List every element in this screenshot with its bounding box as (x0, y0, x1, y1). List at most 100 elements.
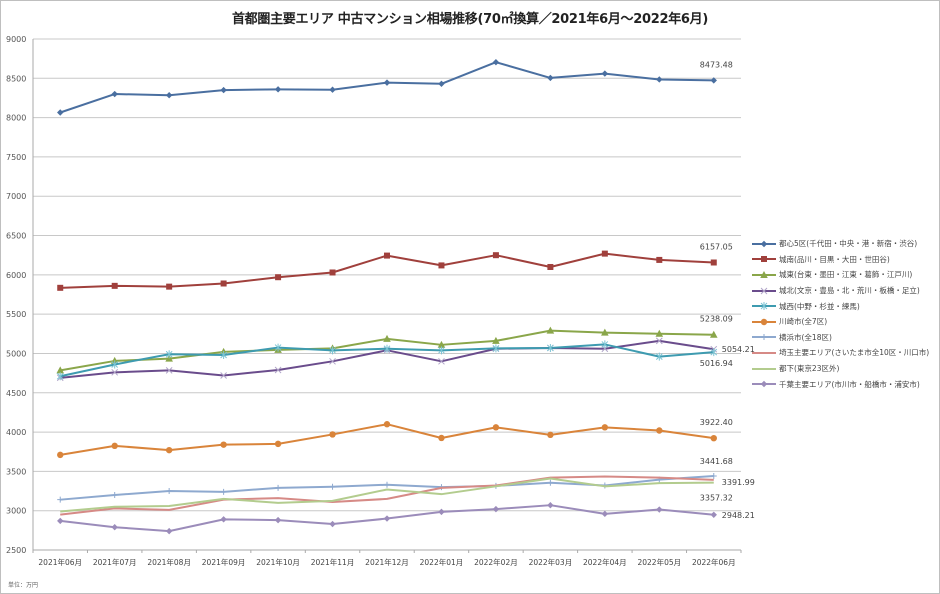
data-point (710, 472, 717, 479)
data-point (547, 479, 554, 486)
legend-swatch (752, 351, 776, 354)
series-7 (60, 475, 714, 516)
data-label: 3922.40 (700, 418, 733, 427)
data-point (166, 283, 173, 290)
series-lines (56, 58, 718, 535)
data-point (57, 284, 64, 291)
legend-item: 城西(中野・杉並・練馬) (752, 298, 929, 314)
data-point (383, 344, 391, 353)
y-tick-label: 2500 (6, 546, 26, 555)
data-point (438, 346, 445, 355)
legend-swatch (752, 334, 776, 341)
y-tick-label: 6000 (6, 271, 26, 280)
data-point (492, 336, 500, 344)
data-point (492, 424, 500, 431)
y-tick-label: 7000 (6, 192, 26, 201)
data-label: 3391.99 (722, 478, 755, 487)
data-labels: 8473.48 6157.05 5238.09 5054.21 5016.94 3922.… (700, 60, 755, 519)
data-point (760, 270, 768, 278)
data-point (57, 109, 64, 116)
x-tick-label: 2022年06月 (692, 557, 736, 567)
data-point (165, 92, 173, 99)
data-point (601, 424, 609, 431)
data-point (547, 74, 554, 82)
legend-swatch (752, 318, 776, 325)
data-point (656, 256, 663, 263)
data-point (165, 527, 173, 535)
y-tick-label: 4000 (6, 428, 26, 437)
legend-label: 城南(品川・目黒・大田・世田谷) (779, 254, 890, 264)
data-label: 3357.32 (700, 494, 733, 503)
data-point (492, 58, 500, 66)
data-label: 5238.09 (700, 315, 733, 324)
data-point (56, 366, 65, 374)
data-point (220, 372, 227, 379)
x-tick-label: 2021年06月 (38, 557, 82, 567)
gridlines (33, 38, 741, 512)
series-line (59, 61, 714, 114)
data-point (710, 348, 718, 357)
data-label: 5016.94 (700, 359, 733, 368)
legend-label: 城西(中野・杉並・練馬) (779, 301, 860, 311)
y-tick-label: 4500 (6, 389, 26, 398)
data-point (57, 517, 64, 525)
data-point (220, 441, 227, 448)
data-point (383, 515, 391, 522)
data-point (165, 350, 173, 359)
data-point (274, 440, 282, 448)
data-point (438, 434, 445, 442)
data-point (760, 287, 768, 294)
data-point (710, 434, 717, 442)
x-tick-label: 2022年04月 (583, 557, 627, 567)
data-point (329, 357, 336, 365)
data-point (111, 524, 118, 531)
data-label: 2948.21 (722, 511, 755, 520)
legend-item: 城南(品川・目黒・大田・世田谷) (752, 252, 929, 268)
series-8 (60, 477, 714, 513)
data-point (111, 442, 118, 450)
data-point (547, 431, 554, 439)
x-tick-label: 2022年02月 (474, 557, 518, 567)
data-point (601, 250, 608, 257)
data-point (383, 421, 391, 428)
data-point (655, 329, 664, 337)
legend-label: 川崎市(全7区) (779, 317, 828, 327)
data-point (547, 501, 554, 509)
x-tick-label: 2022年03月 (529, 557, 573, 567)
data-point (111, 360, 119, 369)
legend-label: 埼玉主要エリア(さいたま市全10区・川口市) (779, 348, 930, 358)
data-point (384, 252, 390, 259)
legend-swatch (752, 367, 776, 370)
series-line (60, 474, 714, 501)
y-tick-label: 8000 (6, 114, 26, 123)
x-tick-label: 2021年11月 (311, 557, 355, 567)
legend-label: 千葉主要エリア(市川市・船橋市・浦安市) (779, 379, 920, 389)
legend-item: 城北(文京・豊島・北・荒川・板橋・足立) (752, 283, 929, 299)
legend-item: 都心5区(千代田・中央・港・新宿・渋谷) (752, 236, 929, 252)
series-0 (57, 58, 717, 116)
series-4 (56, 340, 718, 381)
data-point (274, 366, 282, 374)
y-tick-label: 3500 (6, 467, 26, 476)
data-point (57, 451, 64, 459)
data-point (220, 516, 227, 523)
legend-item: 千葉主要エリア(市川市・船橋市・浦安市) (752, 376, 929, 392)
data-point (165, 367, 173, 374)
data-point (220, 280, 227, 287)
legend-swatch (752, 302, 776, 311)
series-5 (57, 421, 717, 459)
data-label: 5054.21 (722, 345, 755, 354)
data-point (492, 344, 500, 353)
data-point (547, 263, 554, 270)
data-point (275, 274, 282, 281)
legend-label: 城北(文京・豊島・北・荒川・板橋・足立) (779, 286, 920, 296)
data-point (274, 516, 282, 524)
data-point (111, 491, 118, 498)
data-point (655, 337, 663, 345)
legend-item: 城東(台東・墨田・江東・葛飾・江戸川) (752, 267, 929, 283)
data-point (383, 79, 391, 86)
data-point (329, 520, 336, 528)
data-point (329, 269, 336, 276)
